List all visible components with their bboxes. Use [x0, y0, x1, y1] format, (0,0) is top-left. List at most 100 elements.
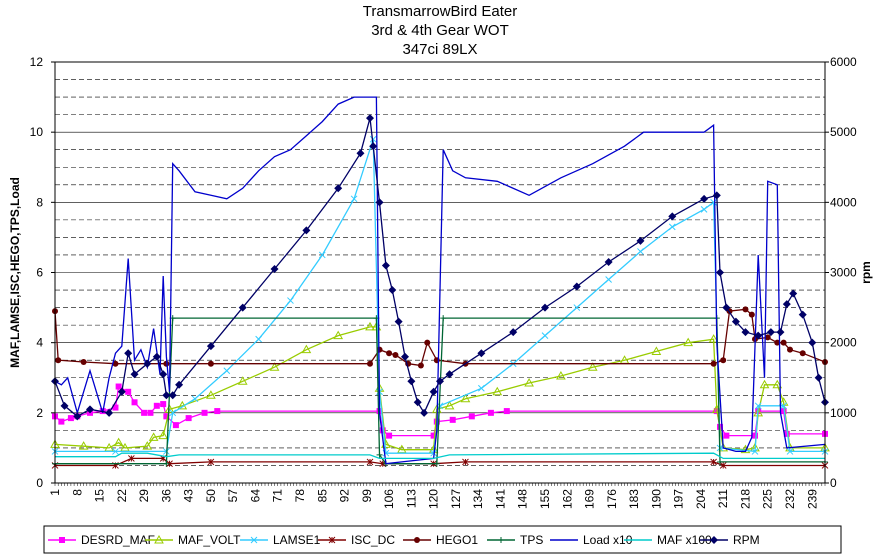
y-axis-label: MAF,LAMSE,ISC,HEGO,TPS,Load: [8, 177, 22, 368]
x-tick-label: 169: [583, 489, 597, 509]
data-point: [376, 346, 383, 353]
data-point: [556, 370, 566, 380]
data-point: [751, 448, 759, 455]
data-point: [717, 458, 723, 465]
data-point: [524, 378, 534, 387]
x-tick-label: 204: [694, 489, 708, 509]
data-point: [207, 360, 214, 367]
data-point: [605, 276, 612, 283]
y-tick-label: 10: [30, 125, 44, 139]
y2-tick-label: 3000: [830, 266, 857, 280]
legend-label: MAF x100: [657, 533, 712, 547]
x-tick-label: 22: [115, 489, 129, 503]
y-axis-right: 0 1000 2000 3000 4000 5000 6000: [825, 55, 857, 490]
data-point: [386, 432, 393, 439]
y-tick-label: 0: [36, 476, 43, 490]
x-tick-label: 99: [360, 489, 374, 503]
data-point: [808, 338, 817, 347]
data-point: [169, 409, 177, 417]
x-tick-label: 106: [382, 489, 396, 509]
data-point: [386, 350, 393, 357]
x-tick-label: 85: [315, 489, 329, 503]
legend-item-desrd-maf: DESRD_MAF: [48, 533, 155, 547]
y2-tick-label: 2000: [830, 336, 857, 350]
data-point: [143, 359, 152, 368]
data-point: [478, 384, 485, 392]
data-point: [366, 114, 374, 123]
data-point: [799, 350, 806, 357]
data-point: [731, 317, 740, 326]
legend-marker: [414, 537, 420, 543]
data-point: [112, 360, 119, 367]
data-point: [509, 328, 518, 337]
data-point: [302, 226, 311, 235]
data-point: [413, 398, 422, 407]
data-point: [417, 362, 424, 369]
data-point: [700, 194, 709, 203]
x-axis: 1 8 15 22 29 36 43 50 57 64 71 78 85 92 99 106 113 120 127…: [48, 483, 826, 509]
y2-tick-label: 0: [830, 476, 837, 490]
x-tick-label: 190: [649, 489, 663, 509]
x-tick-label: 57: [226, 489, 240, 503]
data-point: [365, 321, 375, 331]
x-tick-label: 162: [560, 489, 574, 509]
data-point: [742, 306, 749, 313]
data-point: [780, 339, 787, 346]
data-point: [754, 402, 762, 410]
data-point: [741, 328, 750, 337]
x-tick-label: 8: [70, 489, 84, 496]
data-point: [191, 395, 199, 403]
data-point: [430, 432, 437, 439]
data-point: [206, 390, 216, 399]
data-point: [270, 264, 279, 273]
data-point: [172, 422, 179, 429]
series-maf-x100: [55, 452, 825, 460]
data-point: [503, 408, 510, 415]
data-point: [287, 297, 294, 304]
y-axis-left: 0 2 4 6 8 10 12: [30, 55, 55, 490]
data-point: [238, 303, 247, 312]
data-point: [350, 195, 358, 203]
data-point: [366, 458, 374, 466]
data-point: [436, 377, 444, 386]
x-tick-label: 148: [516, 489, 530, 509]
legend-marker: [250, 536, 258, 544]
data-point: [113, 437, 124, 447]
data-point: [798, 310, 807, 319]
y2-tick-label: 1000: [830, 406, 857, 420]
x-tick-label: 225: [761, 489, 775, 509]
data-point: [754, 331, 763, 340]
x-tick-label: 127: [449, 489, 463, 509]
data-point: [651, 346, 662, 355]
title-line: 3rd & 4th Gear WOT: [371, 22, 509, 39]
legend-label: LAMSE1: [273, 533, 321, 547]
data-point: [141, 409, 148, 416]
data-point: [723, 432, 730, 439]
data-point: [214, 408, 221, 415]
y-tick-label: 8: [36, 195, 43, 209]
data-point: [80, 358, 87, 365]
data-point: [375, 198, 384, 207]
data-point: [780, 402, 787, 410]
data-point: [587, 362, 598, 371]
data-point: [207, 458, 215, 466]
y2-tick-label: 4000: [830, 195, 857, 209]
data-point: [153, 402, 160, 409]
data-point: [683, 337, 694, 347]
data-point: [381, 261, 390, 270]
data-point: [201, 409, 208, 416]
legend-marker: [710, 536, 718, 544]
data-point: [125, 388, 132, 395]
data-point: [420, 408, 429, 417]
x-tick-label: 155: [538, 489, 552, 509]
data-point: [67, 415, 74, 422]
data-point: [740, 444, 751, 454]
data-point: [572, 282, 581, 291]
data-point: [708, 334, 719, 343]
data-point: [168, 391, 177, 400]
data-point: [367, 360, 373, 367]
data-point: [787, 346, 793, 353]
data-point: [333, 330, 344, 340]
legend-item-lamse1: LAMSE1: [240, 533, 321, 547]
x-tick-label: 141: [493, 489, 507, 509]
